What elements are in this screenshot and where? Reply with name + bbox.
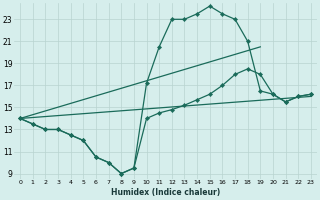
X-axis label: Humidex (Indice chaleur): Humidex (Indice chaleur) xyxy=(111,188,220,197)
